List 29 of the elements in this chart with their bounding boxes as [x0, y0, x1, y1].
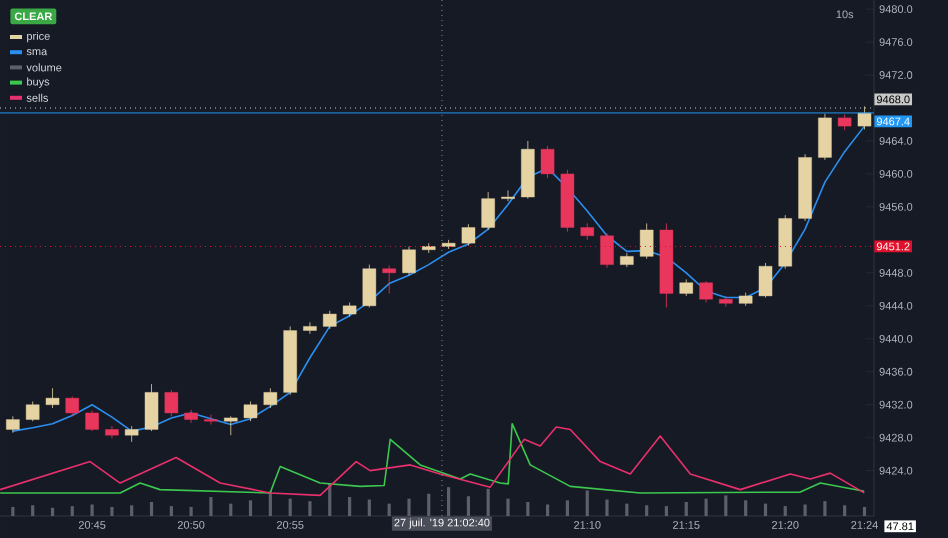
- candlestick: [243, 401, 258, 422]
- candlestick: [45, 387, 60, 409]
- candlestick: [263, 387, 278, 409]
- candlestick: [402, 246, 416, 276]
- candlestick: [382, 265, 396, 294]
- candlestick: [600, 232, 614, 269]
- candlestick: [204, 414, 218, 425]
- candlestick: [362, 264, 377, 308]
- candlestick: [481, 191, 495, 231]
- candlestick: [857, 105, 872, 130]
- candlestick: [639, 222, 654, 260]
- candlestick: [758, 262, 773, 298]
- candlestick: [184, 409, 198, 424]
- candlestick: [699, 280, 713, 303]
- candlestick: [540, 145, 555, 179]
- candlestick: [224, 415, 238, 436]
- candlestick: [521, 140, 535, 200]
- candlestick: [85, 410, 99, 432]
- candlestick: [323, 310, 337, 330]
- candlestick: [501, 190, 515, 202]
- candlestick: [303, 321, 317, 335]
- candlestick: [144, 383, 159, 432]
- candlestick: [461, 223, 476, 247]
- candlestick: [164, 389, 179, 417]
- candlestick: [105, 425, 119, 439]
- candlestick: [778, 214, 792, 270]
- candlestick: [818, 113, 832, 161]
- candlestick: [25, 401, 40, 422]
- candlestick: [65, 396, 80, 417]
